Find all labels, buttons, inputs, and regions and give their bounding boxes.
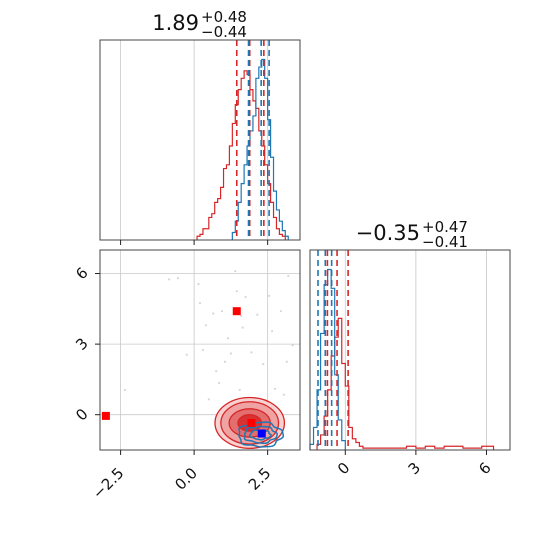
- marginal-y-quantile-lines: [317, 250, 349, 450]
- marginal-y-frame: [309, 249, 511, 451]
- joint-scatter-point: [176, 277, 180, 280]
- joint-scatter-point: [168, 278, 171, 281]
- joint-scatter-point: [201, 348, 205, 352]
- joint-scatter-point: [262, 363, 265, 366]
- joint-x-tick-label: 0.0: [171, 464, 201, 494]
- joint-scatter-point: [241, 326, 244, 329]
- joint-scatter-point: [250, 351, 253, 354]
- joint-scatter-point: [235, 290, 238, 293]
- marginal-y-histogram-red: [316, 317, 495, 450]
- joint-scatter-point: [123, 388, 127, 392]
- joint-ticks: −2.5 0.0 2.5 0 3 6: [72, 264, 274, 503]
- joint-scatter-point: [234, 270, 237, 273]
- marginal-y-tick-label: 3: [405, 459, 424, 478]
- joint-scatter-point: [256, 313, 259, 316]
- marginal-x-histogram-panel: 1.89 +0.48 −0.44: [99, 8, 301, 245]
- joint-marker-marker_blue: [257, 429, 266, 438]
- marginal-y-title-minus: −0.41: [422, 233, 468, 251]
- joint-markers: [101, 307, 266, 438]
- joint-scatter-point: [268, 294, 271, 297]
- marginal-x-frame: [99, 39, 301, 241]
- joint-scatter-point: [223, 360, 227, 363]
- marginal-y-tick-label: 6: [475, 459, 494, 478]
- marginal-y-ticks: 0 3 6: [334, 450, 495, 478]
- marginal-x-grid: [120, 40, 269, 240]
- joint-scatter-point: [220, 310, 224, 313]
- joint-marker-marker_red: [232, 307, 241, 316]
- marginal-x-title-minus: −0.44: [201, 23, 247, 41]
- joint-contour-panel: −2.5 0.0 2.5 0 3 6: [72, 249, 301, 503]
- joint-scatter-point: [185, 353, 188, 356]
- joint-scatter-point: [198, 301, 202, 305]
- marginal-y-title-plus: +0.47: [422, 218, 468, 236]
- marginal-y-title-value: −0.35: [356, 221, 420, 245]
- marginal-x-quantile-lines: [235, 40, 270, 240]
- joint-marker-marker_red: [101, 411, 110, 420]
- joint-scatter-point: [238, 388, 241, 392]
- joint-scatter-point: [212, 312, 215, 315]
- marginal-x-title-value: 1.89: [152, 11, 199, 35]
- joint-scatter-point: [270, 330, 274, 333]
- joint-frame: [99, 249, 301, 451]
- joint-x-tick-label: 2.5: [245, 464, 275, 494]
- joint-scatter-point: [285, 360, 288, 363]
- joint-scatter-point: [282, 393, 285, 396]
- marginal-x-title: 1.89: [152, 11, 199, 35]
- joint-scatter-point: [204, 324, 207, 327]
- marginal-x-series: [196, 58, 289, 240]
- joint-scatter-point: [240, 314, 243, 317]
- joint-scatter-point: [291, 344, 294, 347]
- marginal-y-histogram-panel: 0 3 6 −0.35 +0.47 −0.41: [309, 218, 511, 478]
- marginal-y-histogram-blue: [309, 268, 346, 450]
- marginal-y-grid: [344, 250, 487, 450]
- marginal-y-series: [309, 268, 495, 450]
- joint-y-tick-label: 0: [72, 405, 91, 424]
- joint-scatter-point: [229, 352, 232, 355]
- joint-x-tick-label: −2.5: [89, 464, 127, 502]
- joint-scatter-point: [197, 283, 200, 286]
- joint-scatter-point: [244, 295, 247, 299]
- marginal-x-tick-marks: [120, 240, 269, 245]
- joint-scatter-point: [279, 310, 282, 313]
- marginal-y-title: −0.35: [356, 221, 420, 245]
- marginal-x-histogram-red: [196, 70, 286, 240]
- marginal-y-tick-label: 0: [334, 459, 353, 478]
- joint-marker-marker_red: [247, 418, 256, 427]
- joint-scatter-point: [207, 398, 210, 401]
- joint-scatter-point: [273, 387, 277, 390]
- joint-scatter: [123, 270, 294, 410]
- joint-scatter-point: [287, 274, 290, 277]
- marginal-x-title-plus: +0.48: [201, 8, 247, 26]
- marginal-x-histogram-blue: [231, 58, 289, 240]
- joint-scatter-point: [218, 381, 221, 385]
- joint-blue-contour: [238, 421, 285, 448]
- joint-blue-contour: [243, 425, 278, 445]
- joint-y-tick-label: 3: [72, 334, 91, 353]
- joint-y-tick-label: 6: [72, 264, 91, 283]
- joint-scatter-point: [215, 370, 218, 373]
- joint-scatter-point: [226, 337, 230, 340]
